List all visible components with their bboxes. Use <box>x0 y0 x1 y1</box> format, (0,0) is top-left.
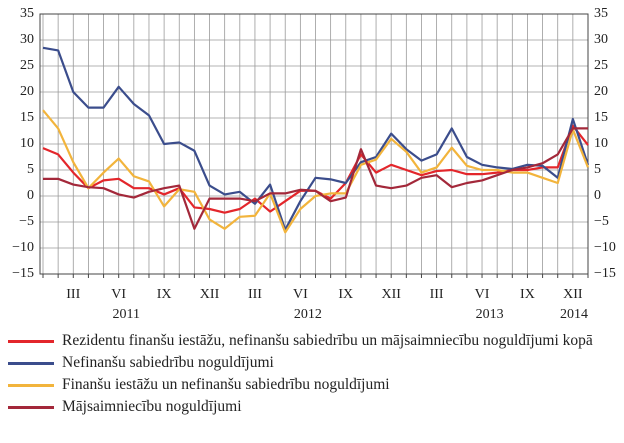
legend-entry: Nefinanšu sabiedrību noguldījumi <box>8 352 608 374</box>
x-tick-label: XII <box>200 287 220 302</box>
y-tick-label: 10 <box>20 136 34 151</box>
x-tick-label: III <box>248 287 262 302</box>
y2-tick-label: 30 <box>594 32 608 47</box>
y2-tick-label: −10 <box>594 240 616 255</box>
legend-entry: Rezidentu finanšu iestāžu, nefinanšu sab… <box>8 330 608 352</box>
y2-tick-label: −15 <box>594 266 616 281</box>
year-label: 2014 <box>560 307 588 322</box>
y-tick-label: 0 <box>27 188 34 203</box>
y2-tick-label: 5 <box>594 162 601 177</box>
x-tick-label: III <box>430 287 444 302</box>
series-line <box>42 46 590 231</box>
x-tick-label: XII <box>381 287 401 302</box>
x-tick-label: VI <box>475 287 490 302</box>
y-tick-label: 30 <box>20 32 34 47</box>
legend-label: Nefinanšu sabiedrību noguldījumi <box>62 354 274 371</box>
legend-swatch <box>8 406 54 409</box>
y-tick-label: −10 <box>12 240 34 255</box>
y-tick-label: 25 <box>20 58 34 73</box>
y2-tick-label: 15 <box>594 110 608 125</box>
x-tick-label: VI <box>111 287 126 302</box>
x-tick-label: IX <box>338 287 353 302</box>
legend-entry: Finanšu iestāžu un nefinanšu sabiedrību … <box>8 374 608 396</box>
year-label: 2013 <box>476 307 504 322</box>
legend-label: Finanšu iestāžu un nefinanšu sabiedrību … <box>62 376 390 393</box>
y-tick-label: 35 <box>20 6 34 21</box>
year-label: 2012 <box>294 307 322 322</box>
y2-tick-label: 20 <box>594 84 608 99</box>
y-tick-label: 5 <box>27 162 34 177</box>
y2-tick-label: 35 <box>594 6 608 21</box>
y2-tick-label: −5 <box>594 214 609 229</box>
y-tick-label: −5 <box>19 214 34 229</box>
y-tick-label: 15 <box>20 110 34 125</box>
year-label: 2011 <box>113 307 140 322</box>
legend-swatch <box>8 340 54 343</box>
series-line <box>42 109 590 234</box>
x-tick-label: XII <box>563 287 583 302</box>
legend-swatch <box>8 362 54 365</box>
legend-label: Mājsaimniecību noguldījumi <box>62 398 242 415</box>
y2-tick-label: 10 <box>594 136 608 151</box>
x-tick-label: VI <box>293 287 308 302</box>
y2-tick-label: 25 <box>594 58 608 73</box>
y-tick-label: 20 <box>20 84 34 99</box>
series-line <box>43 127 588 230</box>
chart: −15 −15 −10 −10 −5 −5 0 0 5 5 10 10 15 15 20 20 25 25 30 30… <box>12 6 616 322</box>
legend-label: Rezidentu finanšu iestāžu, nefinanšu sab… <box>62 332 593 349</box>
y-tick-label: −15 <box>12 266 34 281</box>
x-tick-label: IX <box>157 287 172 302</box>
legend-swatch <box>8 384 54 387</box>
y2-tick-label: 0 <box>594 188 601 203</box>
legend: Rezidentu finanšu iestāžu, nefinanšu sab… <box>8 330 608 418</box>
legend-entry: Mājsaimniecību noguldījumi <box>8 396 608 418</box>
x-tick-label: III <box>66 287 80 302</box>
x-tick-label: IX <box>520 287 535 302</box>
